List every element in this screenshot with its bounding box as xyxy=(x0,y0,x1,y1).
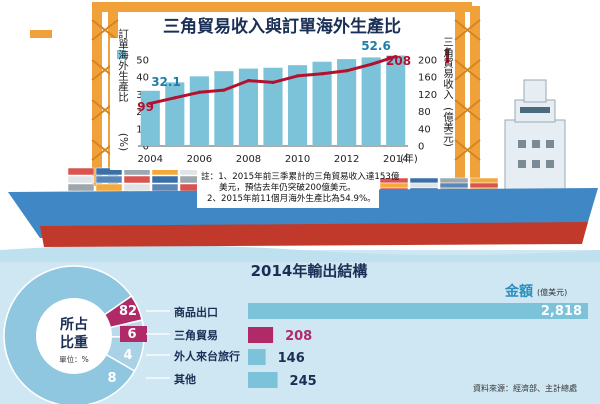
ship-containers xyxy=(67,167,499,194)
pie-center xyxy=(36,298,112,374)
amount-label-3: 245 xyxy=(290,374,317,389)
note-line-2: 美元，預估去年仍突破200億美元。 xyxy=(219,181,356,193)
x-tick-2006: 2006 xyxy=(187,154,212,165)
x-tick-2008: 2008 xyxy=(236,154,261,165)
right-axis-ticks: 0 40 80 120 160 200 xyxy=(418,56,437,153)
bar-2004 xyxy=(140,90,160,146)
amount-bar-0 xyxy=(248,303,588,319)
left-axis-tick-0: 0 xyxy=(143,142,149,153)
bar-2013 xyxy=(361,57,381,146)
crane-right xyxy=(454,6,481,186)
amount-bar-1 xyxy=(248,327,274,343)
pie-value-bg-1 xyxy=(120,326,147,342)
bar-first-value-label: 32.1 xyxy=(151,75,181,89)
bar-2010 xyxy=(287,65,308,146)
line-series xyxy=(148,54,398,106)
note-line-1: 註：1、2015年前三季累計的三角貿易收入達153億 xyxy=(201,170,400,182)
pie-value-0: 82 xyxy=(119,304,137,319)
right-axis-tick-120: 120 xyxy=(418,90,437,101)
bar-2011 xyxy=(312,61,332,146)
line-point-2010 xyxy=(295,74,300,78)
bar-2008 xyxy=(238,68,259,146)
bar-2014 xyxy=(386,55,406,146)
pie-center-label-2: 比重 xyxy=(60,334,88,351)
category-label-0: 商品出口 xyxy=(174,305,218,319)
line-first-value-label: 99 xyxy=(137,100,154,114)
line-point-2014 xyxy=(394,54,398,59)
blue-bar-legend-icon xyxy=(117,50,126,59)
amount-title: 金額 xyxy=(504,283,533,300)
bar-2009 xyxy=(263,67,283,146)
amount-label-1: 208 xyxy=(285,329,312,344)
right-axis-tick-80: 80 xyxy=(418,107,431,118)
right-axis-label: 三角貿易收入 xyxy=(442,37,454,100)
line-point-2011 xyxy=(320,72,324,76)
right-axis-tick-40: 40 xyxy=(418,124,431,135)
bar-last-value-label: 52.6 xyxy=(361,39,391,53)
category-label-1: 三角貿易 xyxy=(174,328,218,342)
x-tick-2010: 2010 xyxy=(285,154,310,165)
bar-2007 xyxy=(214,71,234,146)
bar-2012 xyxy=(337,59,357,146)
right-axis-tick-160: 160 xyxy=(418,73,437,84)
line-point-2013 xyxy=(369,62,373,66)
amount-bar-2 xyxy=(248,349,266,365)
source-note: 資料來源：經濟部、主計總處 xyxy=(473,383,577,393)
line-point-2006 xyxy=(197,90,201,94)
line-point-2007 xyxy=(222,88,226,92)
export-structure-title: 2014年輸出結構 xyxy=(251,262,368,280)
pie-value-1: 6 xyxy=(127,327,136,342)
bar-2005 xyxy=(165,82,185,146)
left-axis-tick-50: 50 xyxy=(136,56,149,67)
bar-2006 xyxy=(189,76,209,146)
line-point-2012 xyxy=(345,69,349,73)
pie-value-labels: 82 6 48 xyxy=(107,304,147,386)
ship-bridge xyxy=(504,79,566,201)
category-label-3: 其他 xyxy=(174,372,196,386)
left-axis-label: 訂單海外生產比 xyxy=(117,27,129,101)
x-axis-unit: (年) xyxy=(400,152,418,165)
red-line-legend-icon xyxy=(446,49,449,63)
amount-bar-3 xyxy=(248,372,278,388)
right-axis-unit: (億美元) xyxy=(442,107,454,147)
pie-value-3: 8 xyxy=(107,371,116,386)
left-axis-unit: (%) xyxy=(117,133,129,151)
pie-unit-label: 單位：% xyxy=(59,354,89,364)
line-point-2008 xyxy=(246,79,251,83)
line-point-2009 xyxy=(271,80,275,84)
x-axis-ticks: 2004 2006 2008 2010 2012 2014 xyxy=(138,154,409,165)
amount-unit: (億美元) xyxy=(537,287,567,297)
amount-label-2: 146 xyxy=(278,351,305,366)
x-tick-2004: 2004 xyxy=(138,154,163,165)
note-line-3: 2、2015年前11個月海外生產比為54.9%。 xyxy=(207,192,376,204)
left-axis-tick-40: 40 xyxy=(136,73,149,84)
amount-label-0: 2,818 xyxy=(541,304,582,319)
x-tick-2014: 2014 xyxy=(383,154,408,165)
pie-value-2: 4 xyxy=(123,348,132,363)
right-axis-tick-200: 200 xyxy=(418,56,437,67)
line-last-value-label: 208 xyxy=(386,54,411,68)
amount-bars: 2,818 208 146 245 xyxy=(248,303,588,389)
line-point-2005 xyxy=(173,96,177,100)
category-label-2: 外人來台旅行 xyxy=(173,349,240,363)
notes-box xyxy=(197,170,379,208)
right-axis-tick-0: 0 xyxy=(418,142,424,153)
x-tick-2012: 2012 xyxy=(334,154,359,165)
pie-center-label-1: 所占 xyxy=(60,316,88,333)
line-point-2004 xyxy=(148,101,152,106)
chart-title: 三角貿易收入與訂單海外生產比 xyxy=(163,16,401,37)
